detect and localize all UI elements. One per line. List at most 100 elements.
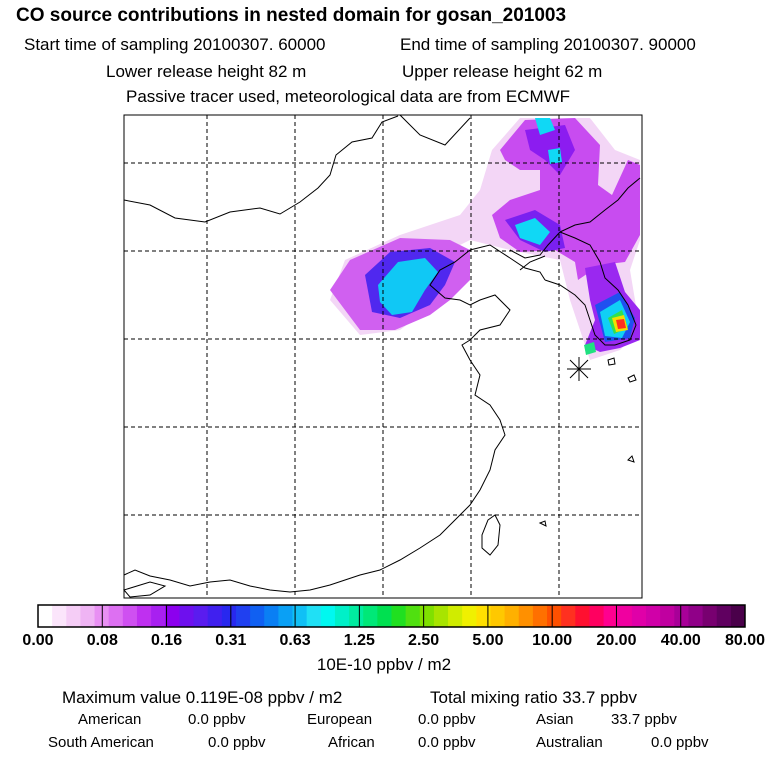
colorbar-tick-label: 80.00 [724, 632, 766, 649]
coast-bohai [123, 249, 511, 593]
plume-korea-cyan [515, 218, 550, 245]
colorbar-segment [589, 605, 605, 627]
colorbar-segment [702, 605, 718, 627]
colorbar-unit: 10E-10 ppbv / m2 [316, 655, 452, 674]
colorbar-segment [646, 605, 661, 627]
contribution-field [330, 118, 640, 360]
colorbar-segment [264, 605, 279, 627]
colorbar [37, 605, 746, 627]
colorbar-segment [405, 605, 421, 627]
colorbar-segment [419, 605, 435, 627]
colorbar-tick-label: 0.08 [86, 632, 118, 649]
region-value: 0.0 ppbv [651, 734, 709, 751]
colorbar-segment [278, 605, 294, 627]
total-mixing-ratio: Total mixing ratio 33.7 ppbv [430, 688, 637, 707]
plume-korea-red [616, 319, 626, 329]
colorbar-segment [66, 605, 81, 627]
lat-lon-grid [124, 115, 642, 598]
colorbar-segment [518, 605, 534, 627]
region-value: 0.0 ppbv [208, 734, 266, 751]
plume-jeju [584, 342, 596, 355]
end-time: End time of sampling 20100307. 90000 [400, 35, 696, 54]
start-time: Start time of sampling 20100307. 60000 [24, 35, 326, 54]
region-name: South American [48, 734, 154, 751]
plume-north-cyan [535, 118, 555, 135]
map-frame [123, 114, 643, 599]
upper-release-height: Upper release height 62 m [402, 62, 603, 81]
colorbar-tick-label: 0.16 [150, 632, 183, 649]
colorbar-segment [730, 605, 746, 627]
colorbar-segment [193, 605, 209, 627]
colorbar-segment [716, 605, 732, 627]
max-value: Maximum value 0.119E-08 ppbv / m2 [62, 688, 343, 707]
colorbar-segment [631, 605, 647, 627]
colorbar-segment [292, 605, 308, 627]
colorbar-segment [221, 605, 237, 627]
colorbar-segment [532, 605, 548, 627]
colorbar-tick-label: 0.63 [279, 632, 311, 649]
colorbar-segment [151, 605, 166, 627]
colorbar-segment [448, 605, 463, 627]
border-north [399, 114, 471, 146]
colorbar-tick-label: 40.00 [660, 632, 701, 649]
colorbar-segment [250, 605, 265, 627]
colorbar-tick-label: 0.00 [22, 632, 54, 649]
colorbar-segment [80, 605, 96, 627]
colorbar-segment [334, 605, 350, 627]
coastline-north [123, 115, 399, 223]
colorbar-tick-label: 0.31 [215, 632, 247, 649]
coast-korea-west [544, 279, 615, 346]
border-inner1 [519, 255, 546, 271]
island-2 [627, 455, 635, 463]
colorbar-segment [235, 605, 251, 627]
colorbar-segment [490, 605, 506, 627]
region-value: 0.0 ppbv [418, 711, 476, 728]
chart-title: CO source contributions in nested domain… [16, 5, 567, 26]
region-name: European [307, 711, 373, 728]
colorbar-tick-label: 20.00 [596, 632, 637, 649]
region-value: 0.0 ppbv [188, 711, 246, 728]
colorbar-segment [377, 605, 392, 627]
colorbar-tick-label: 2.50 [408, 632, 440, 649]
colorbar-segment [688, 605, 704, 627]
coast-russia [559, 177, 641, 233]
colorbar-segment [306, 605, 322, 627]
border-korea [509, 231, 561, 259]
region-name: Australian [536, 734, 603, 751]
colorbar-segment [363, 605, 378, 627]
plume-north-cyan2 [548, 148, 562, 164]
colorbar-segment [547, 605, 562, 627]
colorbar-segment [108, 605, 124, 627]
colorbar-segment [320, 605, 336, 627]
receptor-marker [567, 357, 591, 381]
colorbar-segment [462, 605, 477, 627]
island-3 [538, 520, 547, 527]
coast-liaodong [469, 244, 546, 281]
colorbar-frame [37, 604, 746, 628]
colorbar-segment [391, 605, 407, 627]
coastlines [123, 114, 641, 598]
colorbar-segment [476, 605, 491, 627]
colorbar-segment [179, 605, 195, 627]
region-name: African [328, 734, 375, 751]
colorbar-segment [207, 605, 223, 627]
region-value: 33.7 ppbv [611, 711, 677, 728]
colorbar-tick-label: 1.25 [343, 632, 375, 649]
colorbar-segment [575, 605, 590, 627]
plume-west-core [378, 258, 438, 315]
region-name: Asian [536, 711, 574, 728]
colorbar-segment [38, 605, 53, 627]
colorbar-segment [136, 605, 152, 627]
tracer-note: Passive tracer used, meteorological data… [126, 87, 571, 106]
colorbar-tick-label: 10.00 [532, 632, 573, 649]
colorbar-segment [660, 605, 675, 627]
region-name: American [78, 711, 142, 728]
taiwan [481, 514, 501, 556]
colorbar-tick-label: 5.00 [472, 632, 504, 649]
colorbar-segment [165, 605, 180, 627]
island-4 [607, 357, 616, 366]
lower-release-height: Lower release height 82 m [106, 62, 307, 81]
colorbar-segment [349, 605, 364, 627]
colorbar-segment [674, 605, 689, 627]
